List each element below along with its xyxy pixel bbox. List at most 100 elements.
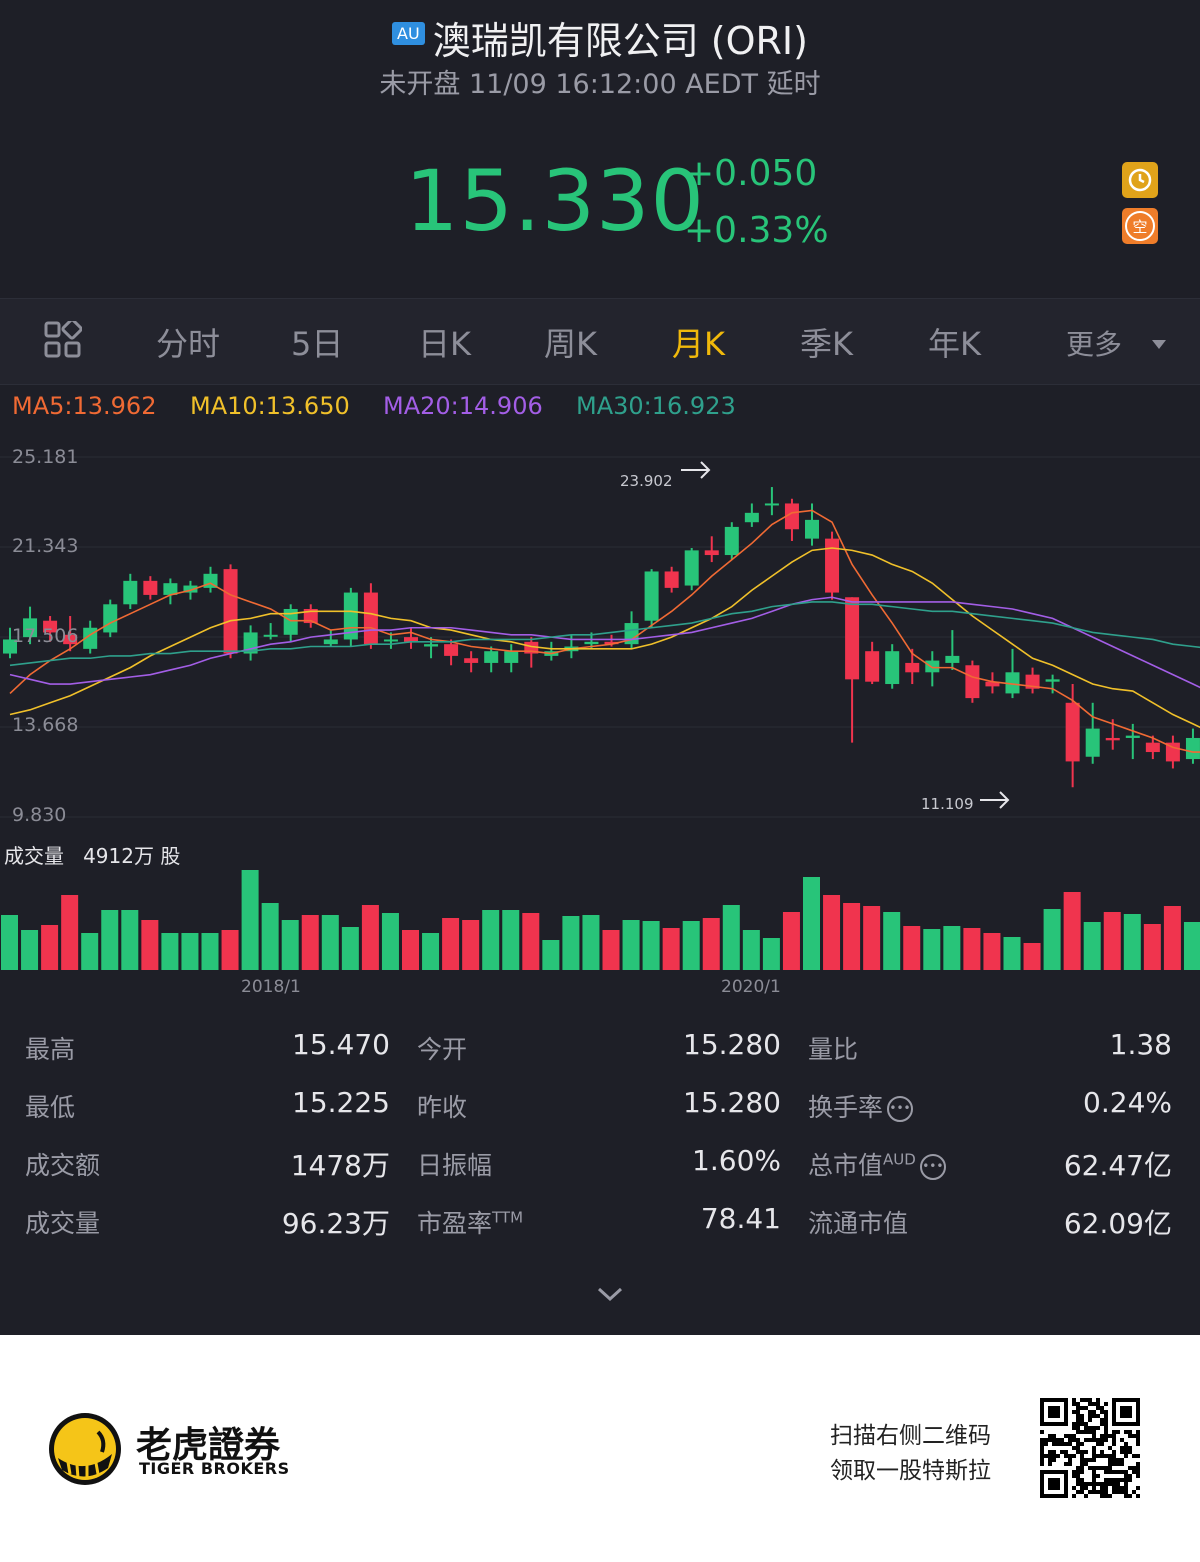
stat-label-amplitude: 日振幅 [417,1151,493,1180]
volume-bar [241,870,259,970]
candle-body [1125,735,1140,738]
candle-body [283,608,298,635]
y-tick-label: 9.830 [12,804,67,826]
volume-bar [1083,922,1101,970]
volume-bar [201,933,219,970]
volume-bar [1163,906,1181,970]
candle-body [464,658,479,663]
stock-title-row: AU 澳瑞凯有限公司 (ORI) [0,10,1200,65]
volume-bar [782,912,800,970]
ma20-line [9,596,1200,689]
volume-bar [542,940,560,970]
stat-value-volume-ratio: 1.38 [1109,1028,1172,1061]
volume-bar [602,930,620,970]
volume-bar [41,925,59,970]
candle-body [1085,728,1100,757]
candle-body [865,651,880,682]
candle-body [1045,679,1060,682]
candle-body [444,644,459,656]
price-change-percent: +0.33% [684,210,829,251]
tab-quarterly-k[interactable]: 季K [800,325,853,363]
candle-body [664,571,679,588]
tab-more[interactable]: 更多 [1066,328,1123,361]
tab-daily-k[interactable]: 日K [418,325,471,363]
tab-intraday[interactable]: 分时 [156,325,221,363]
promo-line-1: 扫描右侧二维码 [830,1423,991,1449]
volume-bar [722,905,740,970]
stat-value-market-cap: 62.47亿 [1063,1149,1172,1182]
stat-label-market-cap: 总市值AUD ••• [808,1146,946,1182]
volume-bar [702,918,720,970]
tab-monthly-k[interactable]: 月K [672,325,725,363]
volume-bar [402,930,419,970]
stat-value-float-cap: 62.09亿 [1063,1207,1172,1240]
y-tick-label: 17.506 [12,625,79,647]
candle-body [684,550,699,586]
candle-body [163,583,178,595]
more-info-icon[interactable]: ••• [887,1096,914,1122]
tab-5day[interactable]: 5日 [291,325,344,363]
candle-body [3,639,17,654]
stat-label-turnover-rate: 换手率 ••• [808,1088,914,1124]
candlestick-chart[interactable] [0,430,1200,975]
dropdown-arrow-icon[interactable] [1152,335,1166,354]
candle-body [123,580,138,605]
chevron-down-icon[interactable] [594,1282,626,1306]
volume-bar [21,930,39,970]
candle-body [604,641,619,645]
y-tick-label: 13.668 [12,714,79,736]
volume-bar [963,928,981,970]
volume-bar [502,910,520,970]
volume-bar [141,920,159,970]
pe-text: 市盈率 [417,1209,493,1238]
candle-body [1005,672,1020,694]
stat-value-prev-close: 15.280 [683,1086,781,1119]
stock-title: 澳瑞凯有限公司 (ORI) [432,19,808,63]
y-tick-label: 21.343 [12,535,79,557]
price-change: +0.050 [684,153,818,194]
volume-bar [61,895,79,970]
volume-bar [1023,943,1041,970]
ttm-sup: TTM [492,1208,524,1227]
volume-label: 成交量 4912万 股 [4,840,180,869]
qr-code-icon[interactable] [1040,1398,1140,1498]
stat-label-amount: 成交额 [25,1151,101,1180]
volume-bar [762,938,780,970]
candle-body [183,585,198,593]
candle-body [1145,742,1160,753]
volume-bar [161,933,179,970]
volume-bar [1,915,18,970]
tab-yearly-k[interactable]: 年K [928,325,981,363]
candle-body [644,571,659,621]
candle-body [805,519,819,539]
stat-label-float-cap: 流通市值 [808,1209,909,1238]
candle-body [764,503,779,506]
stat-label-low: 最低 [25,1093,76,1122]
volume-bar [803,877,820,970]
volume-bar [101,910,119,970]
stat-value-turnover-rate: 0.24% [1083,1086,1172,1119]
ma20-label: MA20:14.906 [383,392,543,420]
volume-bar [321,915,339,970]
grid-layout-icon[interactable] [44,318,83,363]
volume-bar [442,918,460,970]
volume-bar [301,915,319,970]
candle-body [323,639,338,645]
more-info-icon[interactable]: ••• [919,1154,946,1180]
candle-body [484,651,499,663]
short-sell-icon[interactable]: 空 [1122,208,1158,244]
tab-weekly-k[interactable]: 周K [544,325,597,363]
candle-body [23,618,38,638]
volume-bar [843,903,861,970]
candle-body [1105,737,1120,741]
volume-bar [462,920,480,970]
stat-value-high: 15.470 [292,1028,390,1061]
volume-bar [883,912,901,970]
volume-bar [522,913,540,970]
history-clock-icon[interactable] [1122,162,1158,198]
candle-body [925,660,940,673]
volume-bar [1063,892,1081,970]
stat-label-pe: 市盈率TTM [417,1204,523,1240]
volume-bar [1123,914,1141,970]
volume-bar [482,910,500,970]
